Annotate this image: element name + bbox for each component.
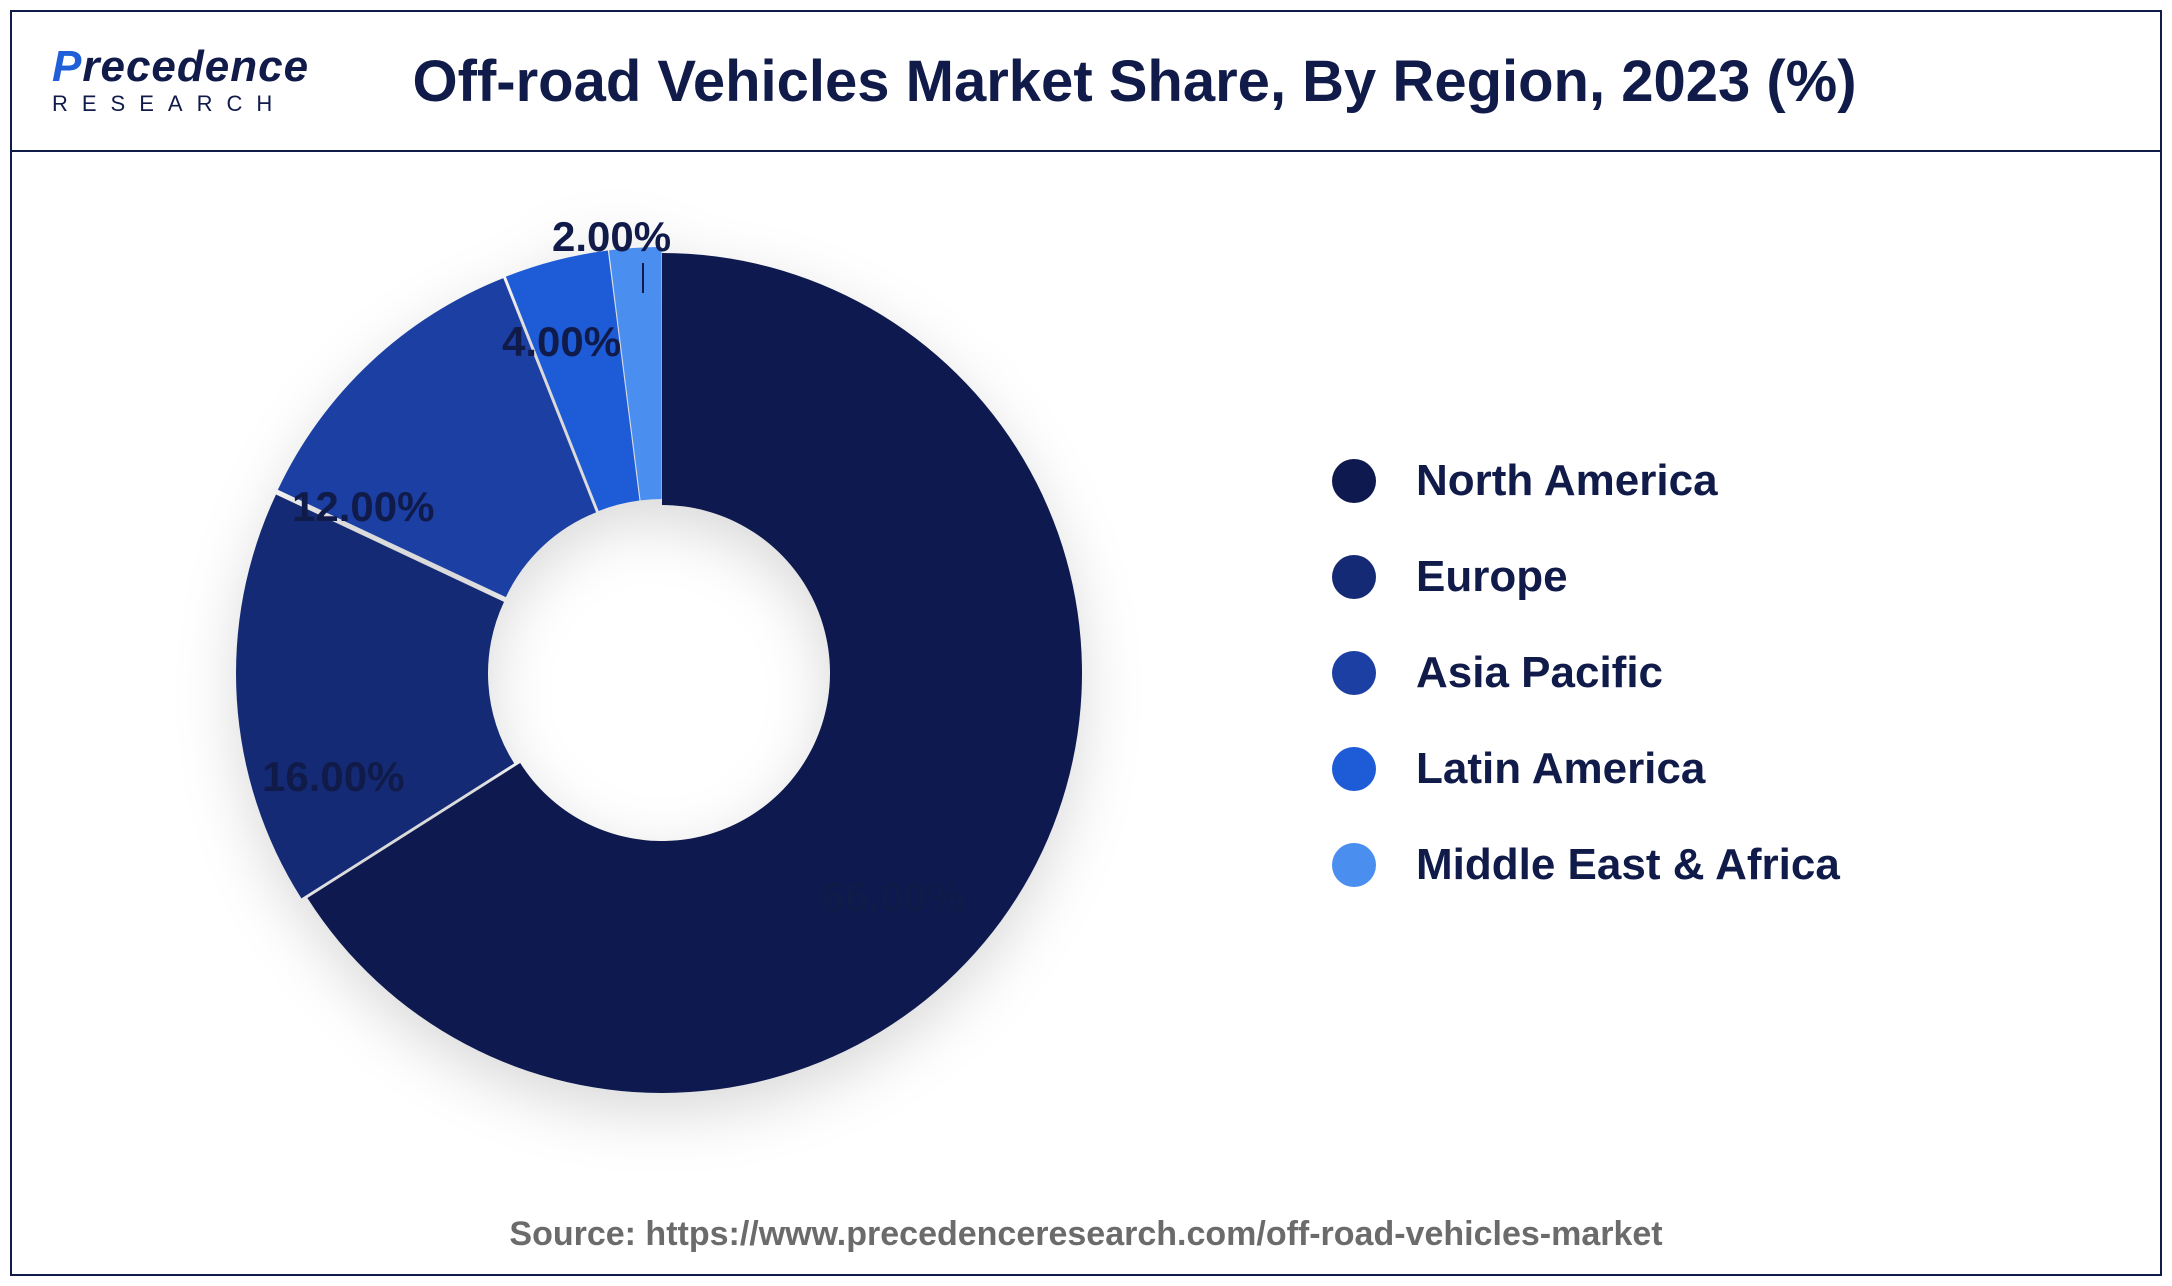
legend-swatch xyxy=(1332,843,1376,887)
legend-item: Middle East & Africa xyxy=(1332,840,1840,890)
legend-item: North America xyxy=(1332,456,1840,506)
legend-item: Asia Pacific xyxy=(1332,648,1840,698)
legend-swatch xyxy=(1332,747,1376,791)
logo-wordmark: Precedence xyxy=(52,45,309,89)
footer: Source: https://www.precedenceresearch.c… xyxy=(12,1194,2160,1274)
legend-swatch xyxy=(1332,555,1376,599)
leader-line xyxy=(642,263,644,293)
data-label: 66.00% xyxy=(822,873,964,921)
data-label: 2.00% xyxy=(552,213,671,261)
legend-label: Asia Pacific xyxy=(1416,648,1663,698)
data-label: 4.00% xyxy=(502,318,621,366)
legend-item: Europe xyxy=(1332,552,1840,602)
logo-text-1: recedence xyxy=(82,42,309,91)
logo-subtext: RESEARCH xyxy=(52,91,309,117)
donut-chart: 66.00%16.00%12.00%4.00%2.00% xyxy=(212,223,1112,1123)
header: Precedence RESEARCH Off-road Vehicles Ma… xyxy=(12,12,2160,152)
source-text: Source: https://www.precedenceresearch.c… xyxy=(509,1215,1662,1254)
legend-item: Latin America xyxy=(1332,744,1840,794)
data-label: 12.00% xyxy=(292,483,434,531)
content-area: 66.00% 16.00% 12.00% 4.00% 2.00% North Ameri… xyxy=(12,152,2160,1194)
legend: North America Europe Asia Pacific Latin Ame… xyxy=(1332,456,1840,890)
data-label: 16.00% xyxy=(262,753,404,801)
legend-label: Middle East & Africa xyxy=(1416,840,1840,890)
legend-swatch xyxy=(1332,459,1376,503)
legend-label: Latin America xyxy=(1416,744,1705,794)
legend-label: Europe xyxy=(1416,552,1568,602)
logo: Precedence RESEARCH xyxy=(52,45,309,117)
legend-label: North America xyxy=(1416,456,1718,506)
legend-swatch xyxy=(1332,651,1376,695)
chart-title: Off-road Vehicles Market Share, By Regio… xyxy=(349,48,2120,115)
